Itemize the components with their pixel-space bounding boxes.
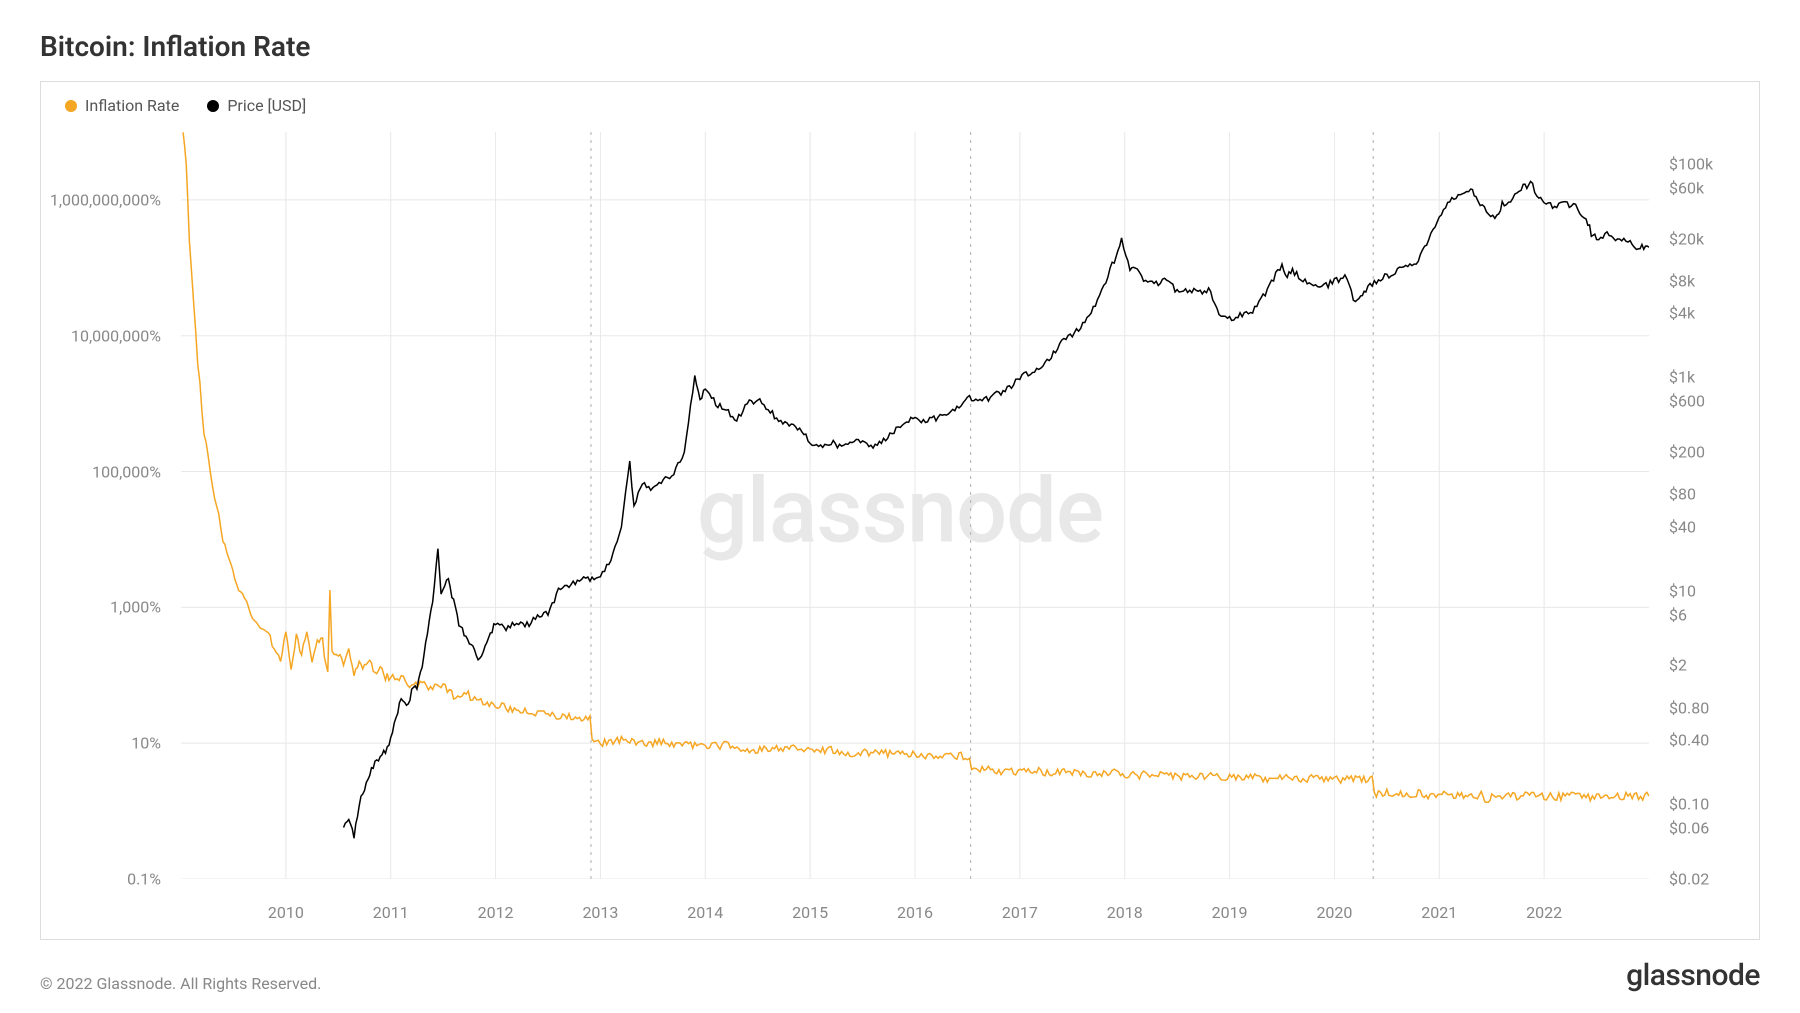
y-right-axis-labels: $0.02$0.06$0.10$0.40$0.80$2$6$10$40$80$2… [1659, 132, 1759, 879]
x-tick-label: 2011 [373, 903, 409, 922]
legend-dot-price [207, 100, 219, 112]
y-right-tick-label: $0.10 [1669, 795, 1709, 814]
x-tick-label: 2022 [1526, 903, 1562, 922]
legend: Inflation Rate Price [USD] [65, 96, 306, 115]
plot-svg [181, 132, 1649, 879]
y-right-tick-label: $0.40 [1669, 731, 1709, 750]
x-tick-label: 2021 [1421, 903, 1457, 922]
copyright-text: © 2022 Glassnode. All Rights Reserved. [40, 974, 321, 993]
y-right-tick-label: $600 [1669, 392, 1705, 411]
y-left-tick-label: 10% [131, 734, 161, 753]
y-right-tick-label: $100k [1669, 155, 1713, 174]
x-tick-label: 2012 [478, 903, 514, 922]
y-right-tick-label: $1k [1669, 368, 1695, 387]
y-right-tick-label: $80 [1669, 485, 1696, 504]
page-root: Bitcoin: Inflation Rate Inflation Rate P… [0, 0, 1800, 1013]
x-tick-label: 2015 [792, 903, 828, 922]
legend-label-price: Price [USD] [227, 96, 306, 115]
y-right-tick-label: $0.06 [1669, 818, 1709, 837]
x-tick-label: 2016 [897, 903, 933, 922]
y-right-tick-label: $20k [1669, 229, 1704, 248]
x-tick-label: 2017 [1002, 903, 1038, 922]
y-left-tick-label: 0.1% [127, 870, 161, 889]
y-right-tick-label: $4k [1669, 304, 1695, 323]
y-right-tick-label: $2 [1669, 656, 1687, 675]
x-tick-label: 2013 [582, 903, 618, 922]
grid-group [181, 132, 1649, 879]
y-right-tick-label: $0.80 [1669, 698, 1709, 717]
x-tick-label: 2018 [1107, 903, 1143, 922]
y-left-tick-label: 10,000,000% [71, 326, 161, 345]
x-tick-label: 2014 [687, 903, 723, 922]
legend-label-inflation: Inflation Rate [85, 96, 179, 115]
y-left-axis-labels: 0.1%10%1,000%100,000%10,000,000%1,000,00… [41, 132, 171, 879]
x-axis-labels: 2010 2011 2012 2013 2014 2015 2016 2017 2018 2019… [181, 889, 1649, 939]
x-tick-label: 2019 [1212, 903, 1248, 922]
price-line [344, 181, 1649, 838]
legend-item-inflation[interactable]: Inflation Rate [65, 96, 179, 115]
y-right-tick-label: $200 [1669, 443, 1705, 462]
brand-logo: glassnode [1626, 958, 1760, 993]
chart-title: Bitcoin: Inflation Rate [40, 30, 1760, 63]
legend-item-price[interactable]: Price [USD] [207, 96, 306, 115]
y-left-tick-label: 1,000,000,000% [50, 190, 161, 209]
legend-dot-inflation [65, 100, 77, 112]
y-left-tick-label: 1,000% [110, 598, 161, 617]
x-tick-label: 2010 [268, 903, 304, 922]
y-right-tick-label: $6 [1669, 605, 1687, 624]
y-left-tick-label: 100,000% [92, 462, 161, 481]
y-right-tick-label: $40 [1669, 517, 1696, 536]
y-right-tick-label: $60k [1669, 178, 1704, 197]
chart-container: Inflation Rate Price [USD] glassnode 0.1… [40, 81, 1760, 940]
y-right-tick-label: $8k [1669, 272, 1695, 291]
x-tick-label: 2020 [1316, 903, 1352, 922]
footer: © 2022 Glassnode. All Rights Reserved. g… [40, 940, 1760, 993]
plot-area [181, 132, 1649, 879]
y-right-tick-label: $10 [1669, 581, 1696, 600]
y-right-tick-label: $0.02 [1669, 869, 1709, 888]
